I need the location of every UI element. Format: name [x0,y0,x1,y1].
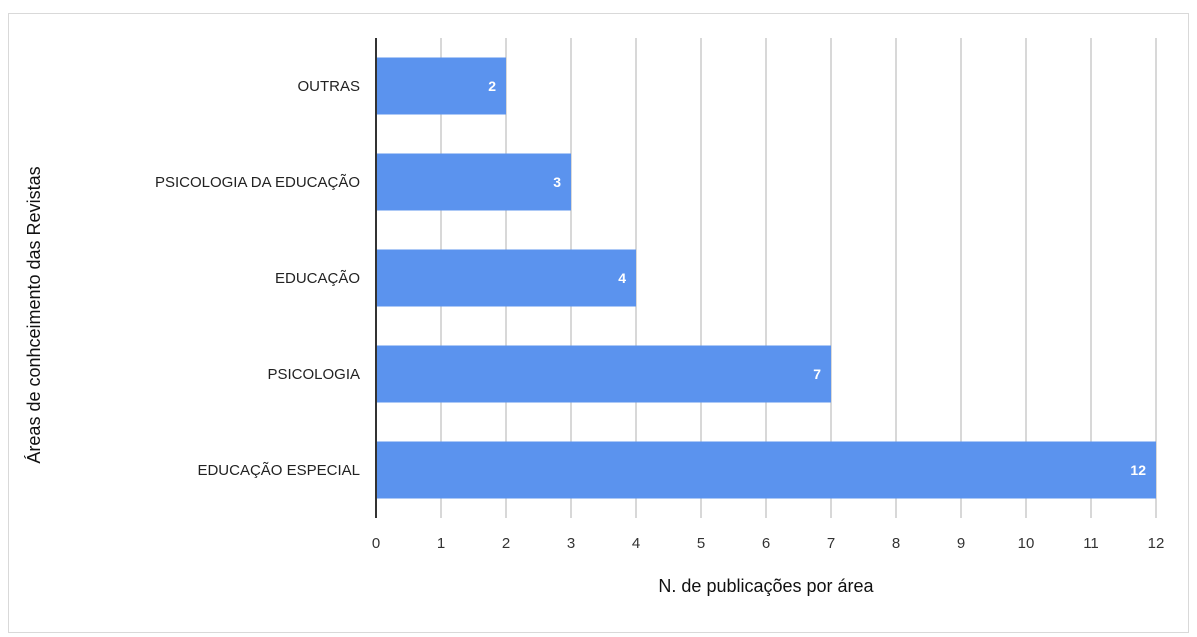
bars [376,57,1156,499]
bar-data-label-5: 12 [1130,462,1146,478]
gridlines [440,38,1157,518]
category-label-1: OUTRAS [297,78,360,95]
x-axis-title: N. de publicações por área [658,576,874,596]
x-tick-label-12: 12 [1148,535,1165,552]
bar-data-label-4: 7 [813,366,821,382]
x-tick-label-9: 9 [957,535,965,552]
y-axis-title: Áreas de conhceimento das Revistas [24,166,44,463]
chart-frame [8,13,1189,633]
bar-1 [376,57,506,115]
x-tick-label-6: 6 [762,535,770,552]
bar-3 [376,249,636,307]
category-label-2: PSICOLOGIA DA EDUCAÇÃO [155,174,360,191]
x-tick-label-8: 8 [892,535,900,552]
x-tick-label-0: 0 [372,535,380,552]
x-tick-label-5: 5 [697,535,705,552]
category-label-4: PSICOLOGIA [267,366,360,383]
bar-5 [376,441,1156,499]
x-tick-label-11: 11 [1083,535,1099,552]
bar-data-label-2: 3 [553,174,561,190]
x-tick-label-2: 2 [502,535,510,552]
category-label-5: EDUCAÇÃO ESPECIAL [197,462,360,479]
x-tick-label-1: 1 [437,535,445,552]
category-label-3: EDUCAÇÃO [275,270,360,287]
bar-2 [376,153,571,211]
bar-4 [376,345,831,403]
x-tick-label-7: 7 [827,535,835,552]
x-tick-label-10: 10 [1018,535,1035,552]
bar-data-label-3: 4 [618,270,626,286]
bar-data-label-1: 2 [488,78,496,94]
x-tick-label-3: 3 [567,535,575,552]
x-tick-label-4: 4 [632,535,640,552]
